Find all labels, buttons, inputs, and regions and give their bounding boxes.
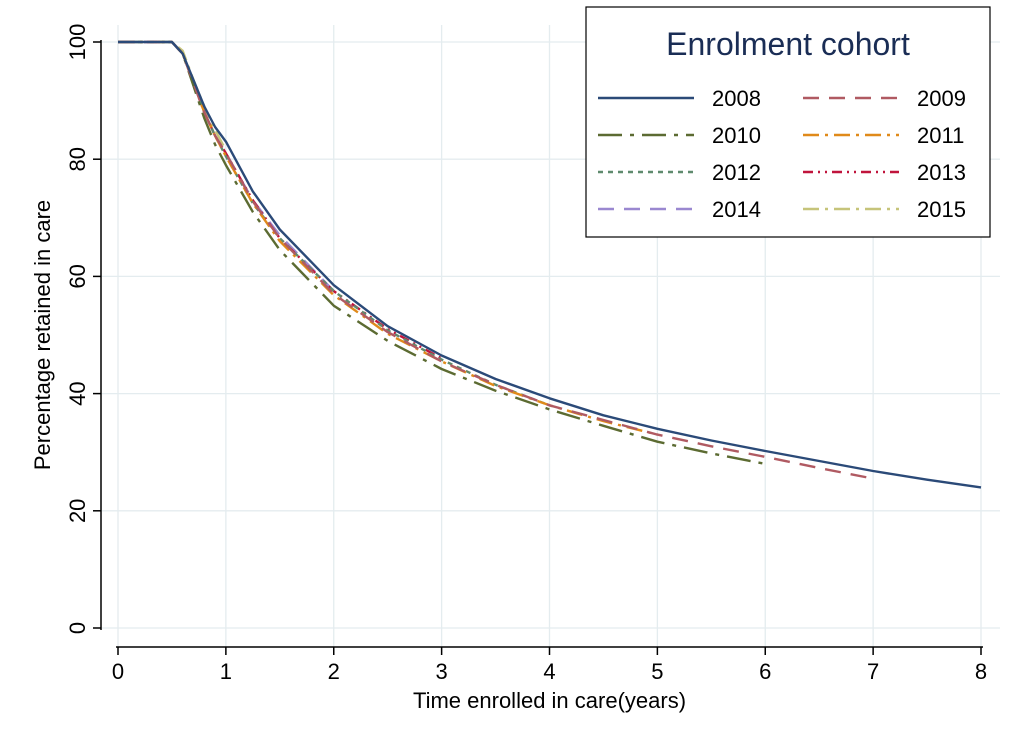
y-axis-ticks: 0 20 40 60 80 100 bbox=[65, 24, 101, 634]
legend-entry-2013: 2013 bbox=[803, 160, 966, 185]
legend-label: 2015 bbox=[917, 197, 966, 222]
y-tick-label: 40 bbox=[65, 381, 90, 405]
x-tick-label: 7 bbox=[867, 659, 879, 684]
x-axis-title: Time enrolled in care(years) bbox=[413, 688, 686, 713]
series-line-2008 bbox=[118, 40, 982, 489]
legend-entry-2015: 2015 bbox=[803, 197, 966, 222]
legend-entry-2012: 2012 bbox=[598, 160, 761, 185]
x-tick-label: 4 bbox=[543, 659, 555, 684]
legend-entry-2014: 2014 bbox=[598, 197, 761, 222]
x-tick-label: 3 bbox=[436, 659, 448, 684]
y-tick-label: 0 bbox=[65, 622, 90, 634]
y-tick-label: 60 bbox=[65, 264, 90, 288]
x-tick-label: 5 bbox=[651, 659, 663, 684]
legend-label: 2009 bbox=[917, 86, 966, 111]
series-line-2010 bbox=[118, 40, 766, 466]
series-line-2009 bbox=[118, 40, 874, 480]
legend-label: 2013 bbox=[917, 160, 966, 185]
legend-entry-2009: 2009 bbox=[803, 86, 966, 111]
x-tick-label: 2 bbox=[328, 659, 340, 684]
x-tick-label: 6 bbox=[759, 659, 771, 684]
legend-title: Enrolment cohort bbox=[666, 26, 910, 62]
x-tick-label: 0 bbox=[112, 659, 124, 684]
legend-label: 2014 bbox=[712, 197, 761, 222]
legend-entry-2011: 2011 bbox=[803, 123, 964, 148]
legend: Enrolment cohort 2008 2009 2010 2011 2012 201… bbox=[585, 6, 991, 238]
y-tick-label: 20 bbox=[65, 499, 90, 523]
x-axis-ticks: 0 1 2 3 4 5 6 7 8 bbox=[112, 647, 987, 684]
y-axis-title: Percentage retained in care bbox=[30, 200, 55, 470]
legend-label: 2012 bbox=[712, 160, 761, 185]
x-tick-label: 1 bbox=[220, 659, 232, 684]
legend-entry-2010: 2010 bbox=[598, 123, 761, 148]
legend-label: 2008 bbox=[712, 86, 761, 111]
series-line-2012 bbox=[118, 40, 550, 407]
series-layer bbox=[118, 40, 982, 489]
legend-box bbox=[585, 6, 991, 238]
legend-entry-2008: 2008 bbox=[598, 86, 761, 111]
legend-label: 2010 bbox=[712, 123, 761, 148]
y-tick-label: 100 bbox=[65, 24, 90, 61]
y-tick-label: 80 bbox=[65, 147, 90, 171]
x-tick-label: 8 bbox=[975, 659, 987, 684]
legend-label: 2011 bbox=[917, 123, 964, 148]
legend-entries: 2008 2009 2010 2011 2012 2013 2014 2015 bbox=[598, 86, 966, 222]
